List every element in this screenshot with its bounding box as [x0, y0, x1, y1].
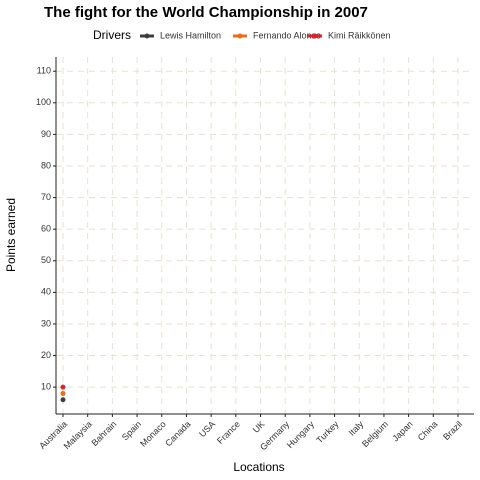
- y-axis-label: Points earned: [4, 198, 18, 272]
- x-tick-label: Brazil: [441, 419, 464, 442]
- y-tick-label: 110: [37, 66, 51, 76]
- y-tick-label: 70: [41, 192, 51, 202]
- x-tick-label: Hungary: [285, 419, 316, 450]
- x-tick-label: Bahrain: [89, 419, 118, 448]
- y-tick-label: 40: [41, 287, 51, 297]
- x-tick-label: Italy: [347, 419, 366, 438]
- x-tick-label: China: [416, 419, 440, 443]
- y-tick-label: 10: [41, 382, 51, 392]
- y-tick-label: 50: [41, 255, 51, 265]
- point: [60, 384, 66, 390]
- x-tick-label: UK: [251, 419, 267, 435]
- legend-key-dot: [237, 33, 243, 39]
- y-tick-label: 100: [36, 97, 51, 107]
- x-axis-label: Locations: [233, 460, 284, 474]
- chart-title: The fight for the World Championship in …: [44, 4, 368, 21]
- x-tick-label: Monaco: [138, 419, 168, 449]
- y-tick-label: 30: [41, 318, 51, 328]
- x-tick-label: Belgium: [360, 419, 390, 449]
- legend-label: Lewis Hamilton: [160, 30, 221, 40]
- point: [60, 397, 66, 403]
- x-tick-label: Japan: [390, 419, 414, 443]
- x-tick-label: USA: [197, 419, 217, 439]
- y-tick-label: 80: [41, 160, 51, 170]
- legend-key-dot: [312, 33, 318, 39]
- y-tick-label: 90: [41, 129, 51, 139]
- legend-label: Fernando Alonso: [253, 30, 321, 40]
- x-tick-label: France: [215, 419, 242, 446]
- y-tick-label: 60: [41, 224, 51, 234]
- legend-title: Drivers: [93, 28, 131, 42]
- x-tick-label: Canada: [163, 419, 192, 448]
- y-tick-label: 20: [41, 350, 51, 360]
- legend-label: Kimi Räikkönen: [328, 30, 391, 40]
- x-tick-label: Turkey: [314, 419, 341, 446]
- point: [60, 390, 66, 396]
- legend-key-dot: [144, 33, 150, 39]
